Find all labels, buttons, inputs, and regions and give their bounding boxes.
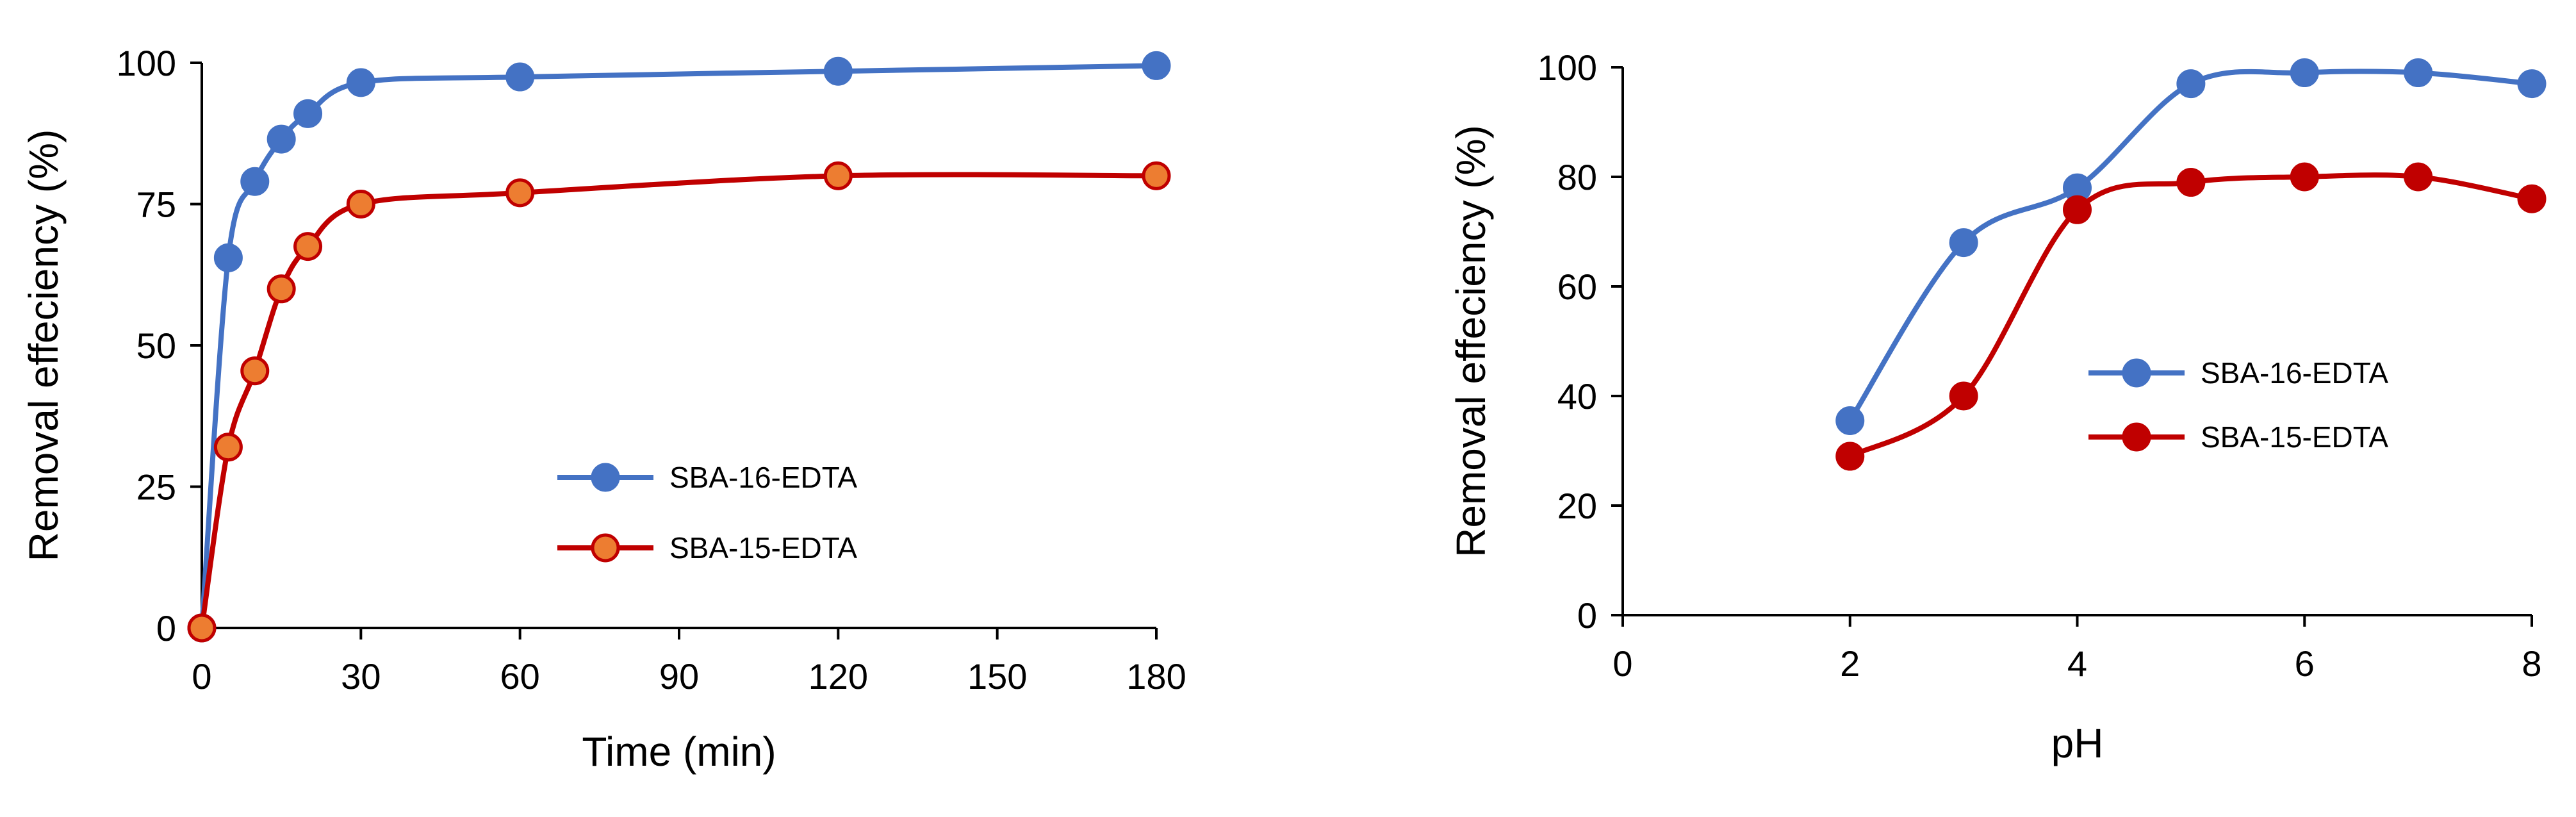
data-point bbox=[823, 161, 853, 190]
x-tick-label: 0 bbox=[192, 656, 211, 697]
legend-entry: SBA-16-EDTA bbox=[557, 461, 857, 494]
data-point bbox=[293, 99, 323, 128]
data-point bbox=[2290, 162, 2319, 192]
data-point bbox=[1142, 161, 1171, 190]
data-point bbox=[505, 62, 535, 92]
data-point bbox=[1949, 381, 1978, 411]
x-tick-label: 8 bbox=[2522, 643, 2541, 684]
data-point bbox=[213, 243, 243, 272]
y-tick-label: 100 bbox=[117, 43, 176, 83]
chart-1: 0 30 60 90 120 150 180 0 25 50 75 100 Time (min) Remo… bbox=[21, 43, 1186, 775]
data-point bbox=[267, 274, 296, 304]
legend-marker bbox=[591, 463, 620, 492]
legend-label: SBA-15-EDTA bbox=[2201, 420, 2388, 454]
data-point bbox=[1835, 406, 1865, 435]
data-point bbox=[2176, 168, 2206, 197]
x-tick-label: 180 bbox=[1126, 656, 1186, 697]
y-axis-title: Removal effeciency (%) bbox=[1448, 125, 1494, 557]
y-tick-label: 80 bbox=[1557, 157, 1597, 197]
data-point bbox=[2290, 58, 2319, 88]
x-tick-label: 2 bbox=[1840, 643, 1860, 684]
data-point bbox=[187, 613, 217, 643]
data-point bbox=[505, 178, 535, 208]
legend-label: SBA-16-EDTA bbox=[2201, 356, 2388, 390]
x-tick-label: 150 bbox=[967, 656, 1027, 697]
data-point bbox=[2063, 195, 2092, 224]
y-tick-label: 75 bbox=[136, 185, 176, 225]
series-sba-16-edta bbox=[187, 51, 1171, 643]
y-tick-label: 50 bbox=[136, 326, 176, 366]
data-point bbox=[267, 124, 296, 154]
legend-entry: SBA-15-EDTA bbox=[557, 531, 857, 565]
data-point bbox=[1835, 442, 1865, 471]
x-tick-label: 90 bbox=[659, 656, 699, 697]
data-point bbox=[2404, 58, 2433, 88]
legend-marker bbox=[591, 533, 620, 563]
legend-label: SBA-15-EDTA bbox=[669, 531, 857, 565]
series-sba-15-edta bbox=[187, 161, 1171, 643]
data-point bbox=[2517, 184, 2547, 213]
x-tick-label: 120 bbox=[808, 656, 868, 697]
y-axis-title: Removal effeciency (%) bbox=[21, 129, 67, 562]
legend-entry: SBA-16-EDTA bbox=[2088, 356, 2388, 390]
y-tick-label: 100 bbox=[1538, 47, 1597, 88]
data-point bbox=[240, 167, 270, 196]
x-tick-label: 4 bbox=[2067, 643, 2087, 684]
x-axis-title: pH bbox=[2051, 720, 2104, 766]
data-point bbox=[2176, 69, 2206, 99]
data-point bbox=[293, 232, 323, 261]
data-point bbox=[1949, 228, 1978, 258]
x-tick-label: 60 bbox=[500, 656, 540, 697]
x-tick-label: 30 bbox=[341, 656, 381, 697]
legend-marker bbox=[2122, 358, 2151, 388]
data-point bbox=[240, 356, 270, 386]
y-tick-label: 20 bbox=[1557, 486, 1597, 526]
x-tick-label: 0 bbox=[1612, 643, 1632, 684]
y-tick-label: 25 bbox=[136, 467, 176, 508]
y-tick-label: 40 bbox=[1557, 376, 1597, 417]
series-line bbox=[1847, 172, 2534, 459]
data-point bbox=[823, 56, 853, 86]
x-tick-label: 6 bbox=[2295, 643, 2315, 684]
series-sba-15-edta bbox=[1835, 162, 2547, 471]
legend-entry: SBA-15-EDTA bbox=[2088, 420, 2388, 454]
legend-marker bbox=[2122, 422, 2151, 452]
data-point bbox=[346, 190, 375, 219]
y-tick-label: 0 bbox=[1577, 595, 1597, 636]
data-point bbox=[213, 433, 243, 462]
x-axis-title: Time (min) bbox=[582, 729, 776, 775]
y-tick-label: 0 bbox=[156, 608, 176, 648]
data-point bbox=[2517, 69, 2547, 99]
series-sba-16-edta bbox=[1835, 58, 2547, 435]
y-tick-label: 60 bbox=[1557, 267, 1597, 307]
data-point bbox=[346, 68, 375, 97]
legend-label: SBA-16-EDTA bbox=[669, 461, 857, 494]
data-point bbox=[2404, 162, 2433, 192]
data-point bbox=[1142, 51, 1171, 80]
